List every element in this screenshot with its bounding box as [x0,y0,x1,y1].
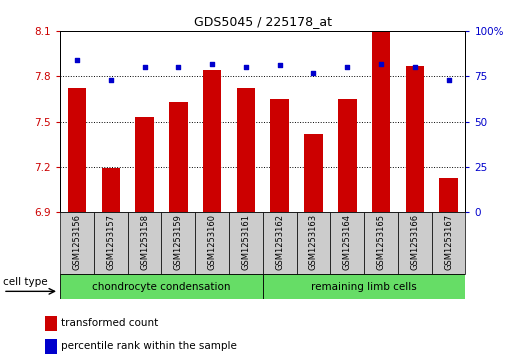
Bar [128,212,162,274]
Bar [203,70,221,212]
Bar [270,99,289,212]
Bar [398,212,431,274]
Point [309,70,317,76]
Text: cell type: cell type [3,277,48,287]
Point [140,64,149,70]
Bar [338,99,357,212]
Text: GSM1253161: GSM1253161 [242,214,251,270]
Text: GSM1253156: GSM1253156 [73,214,82,270]
Bar [331,212,364,274]
Point [411,64,419,70]
Bar [372,32,390,212]
Text: GSM1253157: GSM1253157 [106,214,115,270]
Bar [94,212,128,274]
Point [242,64,250,70]
Text: remaining limb cells: remaining limb cells [311,282,417,292]
Text: chondrocyte condensation: chondrocyte condensation [92,282,231,292]
Bar [304,134,323,212]
Bar [60,212,94,274]
Bar [135,117,154,212]
Point [377,61,385,66]
Bar [162,212,195,274]
Bar [68,88,86,212]
Bar [101,168,120,212]
Text: percentile rank within the sample: percentile rank within the sample [62,341,237,351]
Point [445,77,453,83]
Text: GSM1253159: GSM1253159 [174,214,183,270]
Title: GDS5045 / 225178_at: GDS5045 / 225178_at [194,15,332,28]
Bar [60,274,263,299]
Bar [169,102,188,212]
Text: GSM1253167: GSM1253167 [444,214,453,270]
Text: GSM1253160: GSM1253160 [208,214,217,270]
Point [343,64,351,70]
Text: transformed count: transformed count [62,318,158,328]
Bar [405,66,424,212]
Text: GSM1253162: GSM1253162 [275,214,284,270]
Text: GSM1253163: GSM1253163 [309,214,318,270]
Bar [45,316,57,331]
Bar [364,212,398,274]
Bar [297,212,331,274]
Bar [439,178,458,212]
Bar [229,212,263,274]
Point [174,64,183,70]
Point [208,61,217,66]
Bar [263,274,465,299]
Point [276,62,284,68]
Text: GSM1253158: GSM1253158 [140,214,149,270]
Bar [236,88,255,212]
Bar [263,212,297,274]
Text: GSM1253166: GSM1253166 [411,214,419,270]
Text: GSM1253164: GSM1253164 [343,214,352,270]
Point [107,77,115,83]
Bar [45,339,57,354]
Bar [195,212,229,274]
Point [73,57,81,63]
Text: GSM1253165: GSM1253165 [377,214,385,270]
Bar [431,212,465,274]
